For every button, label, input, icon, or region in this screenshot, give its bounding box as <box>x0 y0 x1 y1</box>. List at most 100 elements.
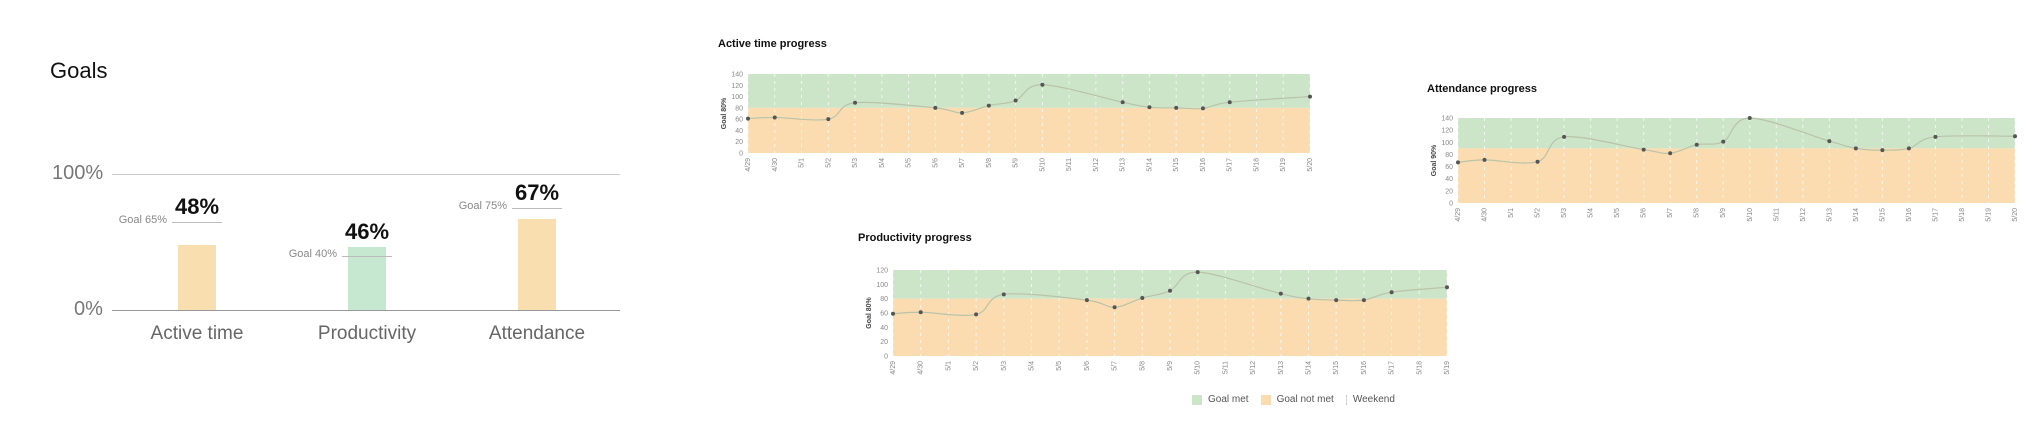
x-tick-label: 5/1 <box>799 158 806 168</box>
x-tick-label: 5/16 <box>1200 158 1207 172</box>
x-tick-label: 5/9 <box>1720 208 1727 218</box>
gridline-100 <box>112 174 620 175</box>
y-tick-0: 0% <box>74 298 103 320</box>
data-point <box>1389 290 1394 295</box>
x-tick-label: 5/15 <box>1333 361 1340 375</box>
y-tick-label: 60 <box>1445 164 1453 171</box>
y-tick-label: 80 <box>880 296 888 303</box>
data-point <box>746 116 750 121</box>
y-axis-label: Goal 80% <box>866 296 873 328</box>
data-point <box>1535 159 1540 164</box>
x-tick-label: 5/3 <box>1001 361 1008 371</box>
data-point <box>1668 151 1673 156</box>
data-point <box>1306 296 1311 301</box>
data-point <box>1880 148 1885 153</box>
x-tick-label: 5/7 <box>1667 208 1674 218</box>
data-point <box>772 115 777 120</box>
x-tick-label: 5/4 <box>879 158 886 168</box>
y-tick-label: 40 <box>1445 176 1453 183</box>
goal-bar <box>518 218 556 310</box>
y-tick-100: 100% <box>52 162 104 184</box>
x-tick-label: 5/16 <box>1906 208 1913 222</box>
x-tick-label: 5/8 <box>986 158 993 168</box>
x-tick-label: 5/10 <box>1747 208 1754 222</box>
category-label: Active time <box>150 323 244 344</box>
goal-not-met-band <box>1458 148 2015 203</box>
y-tick-label: 100 <box>1441 140 1453 147</box>
goal-not-met-band <box>748 107 1310 153</box>
data-point <box>1001 292 1006 297</box>
data-point <box>853 100 858 105</box>
x-tick-label: 5/19 <box>1444 361 1451 375</box>
x-tick-label: 5/17 <box>1227 158 1234 172</box>
legend-goal-met-swatch <box>1192 394 1202 405</box>
x-tick-label: 5/12 <box>1250 361 1257 375</box>
x-tick-label: 5/3 <box>852 158 859 168</box>
data-point <box>1456 160 1460 165</box>
y-tick-label: 120 <box>876 268 888 275</box>
x-tick-label: 5/20 <box>1307 158 1314 172</box>
x-tick-label: 5/16 <box>1361 361 1368 375</box>
goal-marker-label: Goal 65% <box>118 213 167 226</box>
x-tick-label: 5/20 <box>2012 208 2019 222</box>
data-point <box>1278 291 1283 296</box>
y-tick-label: 120 <box>1441 128 1453 135</box>
x-tick-label: 4/29 <box>890 361 897 375</box>
x-tick-label: 5/14 <box>1146 158 1153 172</box>
data-point <box>1084 298 1089 303</box>
x-tick-label: 5/2 <box>973 361 980 371</box>
data-point <box>1827 139 1832 144</box>
data-point <box>1308 94 1312 99</box>
data-point <box>2013 134 2017 139</box>
data-point <box>1562 134 1567 139</box>
x-tick-label: 5/9 <box>1013 158 1020 168</box>
x-tick-label: 4/29 <box>745 158 752 172</box>
data-point <box>1445 285 1449 290</box>
x-tick-label: 5/14 <box>1306 361 1313 375</box>
y-tick-label: 0 <box>884 354 888 361</box>
y-tick-label: 80 <box>1445 152 1453 159</box>
x-tick-label: 5/3 <box>1561 208 1568 218</box>
x-tick-label: 5/6 <box>1641 208 1648 218</box>
data-point <box>826 117 831 122</box>
legend-weekend: Weekend <box>1352 394 1395 405</box>
x-tick-label: 5/12 <box>1800 208 1807 222</box>
x-tick-label: 5/5 <box>1614 208 1621 218</box>
x-tick-label: 5/19 <box>1985 208 1992 222</box>
x-tick-label: 5/15 <box>1879 208 1886 222</box>
x-tick-label: 5/10 <box>1039 158 1046 172</box>
data-point <box>918 310 923 315</box>
data-point <box>1200 106 1205 111</box>
goal-met-band <box>1458 118 2015 149</box>
y-tick-label: 40 <box>880 325 888 332</box>
category-label: Attendance <box>488 323 586 344</box>
x-tick-label: 5/10 <box>1195 361 1202 375</box>
data-point <box>933 105 938 110</box>
data-point <box>960 110 965 115</box>
x-tick-label: 5/15 <box>1173 158 1180 172</box>
x-tick-label: 5/6 <box>932 158 939 168</box>
productivity-chart: 4/29 4/30 5/1 5/2 5/3 5/4 5/5 5/6 5/7 5/8 5/9 5/10 5… <box>866 268 1451 375</box>
attendance-title: Attendance progress <box>1427 83 1538 95</box>
x-tick-label: 5/4 <box>1029 361 1036 371</box>
x-tick-label: 5/7 <box>1112 361 1119 371</box>
x-tick-label: 4/29 <box>1455 208 1462 222</box>
y-tick-label: 0 <box>1449 201 1453 208</box>
x-tick-label: 5/12 <box>1093 158 1100 172</box>
data-point <box>1174 105 1179 110</box>
data-point <box>1694 142 1699 147</box>
goal-marker-line <box>342 255 392 257</box>
y-axis-label: Goal 90% <box>1431 144 1438 176</box>
goal-marker-line <box>512 208 562 209</box>
data-point <box>1112 305 1117 310</box>
data-point <box>1040 82 1045 87</box>
baseline-0 <box>112 310 620 311</box>
bar-value-label: 48% <box>174 193 220 219</box>
goal-bar <box>348 247 386 310</box>
active-time-title: Active time progress <box>718 38 827 50</box>
x-tick-label: 5/6 <box>1084 361 1091 371</box>
data-point <box>1933 134 1938 139</box>
x-tick-label: 5/5 <box>1056 361 1063 371</box>
x-tick-label: 5/9 <box>1167 361 1174 371</box>
x-tick-label: 4/30 <box>1482 208 1489 222</box>
